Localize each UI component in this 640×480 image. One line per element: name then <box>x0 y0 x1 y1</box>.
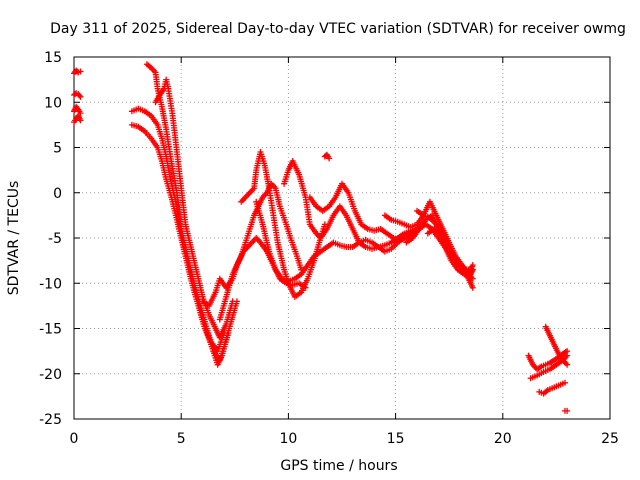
data-point-marker <box>77 68 84 75</box>
data-point-marker <box>564 361 571 368</box>
data-point-marker <box>469 262 476 269</box>
x-tick-label: 15 <box>387 431 405 447</box>
y-tick-label: 10 <box>44 95 62 111</box>
grid-lines <box>74 57 610 419</box>
series-trace-6 <box>152 76 236 341</box>
y-tick-label: -20 <box>39 367 62 383</box>
y-tick-label: 5 <box>53 141 62 157</box>
series-trace-23 <box>542 323 571 368</box>
y-tick-label: 15 <box>44 50 62 66</box>
y-tick-label: -25 <box>39 412 62 428</box>
y-axis-label: SDTVAR / TECUs <box>6 181 22 296</box>
data-point-marker <box>77 117 84 124</box>
data-marks <box>71 61 571 414</box>
series-trace-21 <box>527 352 571 382</box>
y-tick-label: -10 <box>39 276 62 292</box>
x-tick-label: 25 <box>601 431 619 447</box>
data-point-marker <box>561 379 568 386</box>
series-trace-5 <box>143 61 240 364</box>
data-point-marker <box>326 155 333 162</box>
data-point-marker <box>77 93 84 100</box>
series-trace-15 <box>306 180 474 278</box>
series-trace-24 <box>561 407 571 414</box>
series-trace-2 <box>71 90 84 100</box>
series-trace-4 <box>71 112 84 126</box>
series-trace-13 <box>281 158 427 252</box>
chart-title: Day 311 of 2025, Sidereal Day-to-day VTE… <box>50 21 626 37</box>
y-tick-label: -5 <box>48 231 62 247</box>
axis-ticks <box>73 56 611 420</box>
series-trace-14 <box>321 151 333 162</box>
x-tick-label: 0 <box>70 431 79 447</box>
y-tick-label: 0 <box>53 186 62 202</box>
series-trace-1 <box>71 67 84 77</box>
x-tick-label: 10 <box>279 431 297 447</box>
series-trace-8 <box>128 121 228 355</box>
series-trace-22 <box>536 379 568 397</box>
x-axis-label: GPS time / hours <box>280 458 397 474</box>
x-tick-label: 20 <box>494 431 512 447</box>
data-point-marker <box>229 298 236 305</box>
x-tick-labels: 0 5 10 15 20 25 <box>70 431 619 447</box>
series-trace-20 <box>525 348 571 373</box>
y-tick-labels: -25 -20 -15 -10 -5 0 5 10 15 <box>39 50 62 428</box>
data-point-marker <box>221 330 228 337</box>
data-point-marker <box>564 407 571 414</box>
data-point-marker <box>564 352 571 359</box>
y-tick-label: -15 <box>39 322 62 338</box>
series-trace-19 <box>424 225 476 273</box>
x-tick-label: 5 <box>177 431 186 447</box>
data-point-marker <box>469 284 476 291</box>
